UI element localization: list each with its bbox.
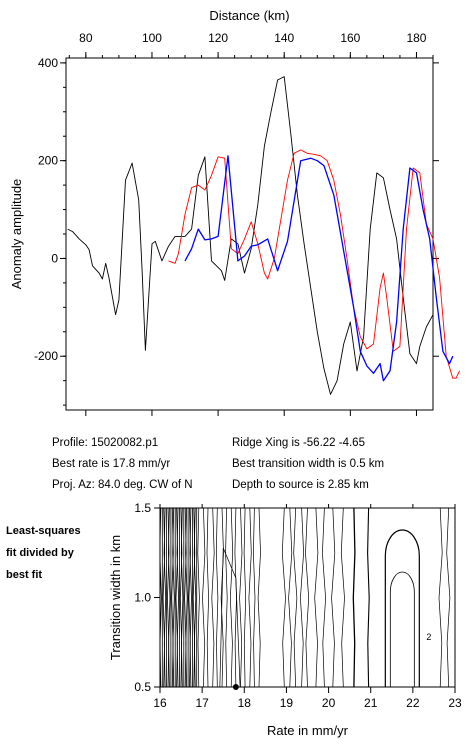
contour-line [340,508,345,687]
series-line-3 [184,155,454,382]
contour-y-axis-title: Transition width in km [108,535,123,660]
y-tick-label: -200 [34,349,58,363]
contour-line [248,508,252,687]
contour-note: Least-squares fit divided by best fit [6,520,81,586]
contour-line [322,508,326,687]
contour-line [293,508,298,687]
width-tick-label: 1.0 [134,591,151,605]
rate-tick-label: 19 [280,696,294,710]
contour-note-line-2: fit divided by [6,547,74,559]
rate-tick-label: 17 [195,696,209,710]
contour-minimum-inner [389,571,415,687]
contour-line [243,508,247,687]
best-transition-label: Best transition width is 0.5 km [232,458,385,470]
contour-line [253,508,256,687]
rate-tick-label: 20 [322,696,336,710]
contour-minimum-outer [384,529,420,687]
contour-line [185,508,188,687]
x-tick-label: 180 [406,31,426,45]
contour-line [163,508,167,687]
contour-line [257,508,261,687]
profile-y-axis-title: Anomaly amplitude [9,179,24,290]
contour-note-line-3: best fit [6,569,43,581]
contour-line [167,508,171,687]
rate-tick-label: 22 [406,696,420,710]
best-fit-point [232,684,239,690]
rate-tick-label: 23 [448,696,462,710]
profile-frame [65,57,434,411]
y-tick-label: 0 [51,251,58,265]
contour-line [176,508,180,687]
y-tick-label: 200 [38,154,58,168]
contour-loop-left [219,547,241,687]
x-tick-label: 120 [208,31,228,45]
contour-line [239,508,243,687]
contour-note-line-1: Least-squares [6,525,81,537]
contour-line [288,508,293,687]
contour-line [211,508,215,687]
contour-line [172,508,175,687]
contour-line [305,508,310,687]
contour-line [367,508,370,687]
contour-line [193,508,197,687]
width-tick-label: 0.5 [134,680,151,694]
rate-tick-label: 16 [153,696,167,710]
contour-line [234,508,237,687]
profile-x-axis-title: Distance (km) [209,8,289,23]
depth-to-source-label: Depth to source is 2.85 km [232,479,369,491]
contour-line [281,508,286,687]
x-tick-label: 80 [79,31,93,45]
contour-line [446,508,451,687]
contour-line [352,508,356,687]
contour-line [206,508,209,687]
rate-tick-label: 18 [238,696,252,710]
x-tick-label: 140 [274,31,294,45]
contour-line [300,508,304,687]
contour-line [180,508,184,687]
contour-line [225,508,228,687]
x-tick-label: 100 [142,31,162,45]
contour-x-axis-title: Rate in mm/yr [267,723,349,738]
series-line-1 [67,76,434,395]
width-tick-label: 1.5 [134,501,151,515]
rate-tick-label: 21 [364,696,378,710]
x-tick-label: 160 [340,31,360,45]
contour-line [189,508,192,687]
contour-level-label: 2 [426,632,431,642]
contour-line [314,508,319,687]
contour-line [220,508,224,687]
series-line-2 [168,149,460,379]
ridge-crossing-label: Ridge Xing is -56.22 -4.65 [232,437,365,449]
contour-line [229,508,234,687]
contour-lines [160,508,451,687]
contour-line [438,508,443,687]
best-rate-label: Best rate is 17.8 mm/yr [52,458,171,470]
contour-line [331,508,336,687]
contour-line [215,508,219,687]
profile-label: Profile: 15020082.p1 [52,437,159,449]
y-tick-label: 400 [38,56,58,70]
contour-line [197,508,200,687]
projection-azimuth-label: Proj. Az: 84.0 deg. CW of N [52,479,193,491]
contour-line [202,508,206,687]
